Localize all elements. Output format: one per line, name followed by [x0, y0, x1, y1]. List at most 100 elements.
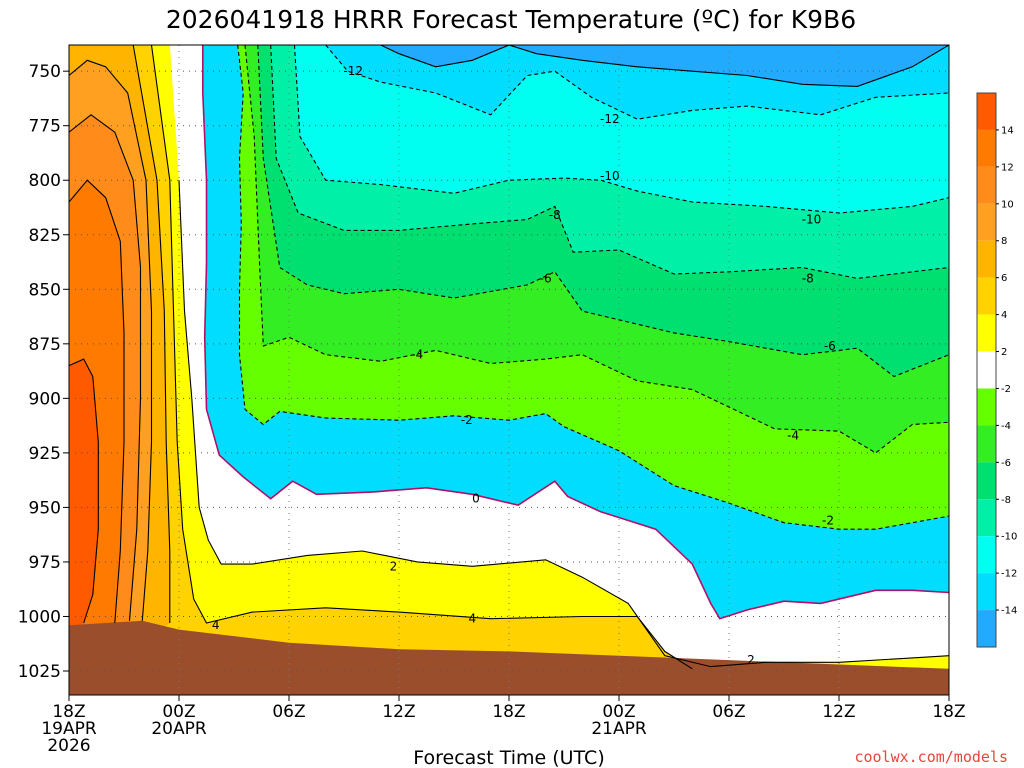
plot-area: 0 2 4 -2 -4 -6 -8 -10 -12 4 2 -2 -4 -6 -8 -10 -12 [68, 44, 950, 696]
isotherm-minus-2 [237, 45, 949, 530]
colorbar-label: 4 [1001, 310, 1007, 321]
y-tick-label: 850 [29, 280, 61, 300]
isotherm-label: -4 [787, 428, 799, 442]
isotherm-minus-12 [325, 45, 949, 120]
colorbar-cell [977, 425, 996, 463]
y-tick-label: 1025 [18, 662, 61, 682]
band-minus-14 [380, 45, 949, 87]
isotherm-label: 0 [472, 492, 480, 506]
x-tick-label: 20APR [151, 719, 207, 739]
colorbar-label: -4 [1001, 421, 1011, 432]
colorbar-cell [977, 499, 996, 537]
x-tick-label: 18Z [52, 702, 85, 722]
y-tick-label: 975 [29, 553, 61, 573]
colorbar-cell [977, 203, 996, 241]
x-tick-label: 06Z [712, 702, 745, 722]
colorbar: 14 12 10 8 6 4 2 -2 -4 -6 -8 -10 -12 -14 [976, 92, 1017, 648]
isotherm-2 [178, 180, 949, 668]
colorbar-cell [977, 277, 996, 315]
y-tick-label: 800 [29, 171, 61, 191]
isotherm-label: -12 [600, 112, 620, 126]
colorbar-cell [977, 462, 996, 500]
isotherm-label: 4 [212, 618, 220, 632]
colorbar-label: -10 [1001, 532, 1017, 543]
y-tick-label: 925 [29, 444, 61, 464]
colorbar-frame [976, 92, 997, 648]
colorbar-cell [977, 536, 996, 574]
band-0 [69, 45, 949, 695]
colorbar-label: -6 [1001, 458, 1011, 469]
colorbar-cell [977, 351, 996, 389]
x-tick-label: 12Z [822, 702, 855, 722]
y-tick-label: 900 [29, 389, 61, 409]
temperature-field [69, 45, 949, 695]
isotherm-minus-10 [293, 45, 949, 214]
x-tick-label: 00Z [162, 702, 195, 722]
colorbar-label: 10 [1001, 199, 1014, 210]
isotherm-8 [69, 59, 153, 621]
isotherm-4 [150, 45, 693, 670]
colorbar-cell [977, 314, 996, 352]
x-axis-title: Forecast Time (UTC) [413, 747, 604, 768]
x-tick-label: 19APR [41, 719, 97, 739]
colorbar-label: -12 [1001, 569, 1017, 580]
isotherm-label: 2 [747, 653, 755, 667]
band-14 [69, 359, 99, 695]
isotherm-minus-8 [270, 45, 949, 279]
colorbar-label: -14 [1001, 606, 1017, 617]
colorbar-cell [977, 166, 996, 204]
warm-lens [99, 266, 110, 303]
isotherm-10 [69, 114, 142, 621]
x-tick-label: 00Z [602, 702, 635, 722]
isotherm-label: -10 [802, 212, 822, 226]
y-tick-label: 875 [29, 335, 61, 355]
colorbar-label: -8 [1001, 495, 1011, 506]
isotherm-label: -6 [540, 271, 552, 285]
colorbar-label: 8 [1001, 236, 1007, 247]
isotherm-label: -8 [549, 208, 561, 222]
x-tick-label: 18Z [932, 702, 965, 722]
credit-text: coolwx.com/models [854, 748, 1008, 766]
colorbar-cell [977, 93, 996, 130]
y-tick-label: 775 [29, 117, 61, 137]
isotherm-minus-14 [380, 45, 949, 87]
y-axis: 750 775 800 825 850 875 900 925 950 975 1000 1025 [18, 62, 69, 682]
x-tick-label: 06Z [272, 702, 305, 722]
colorbar-label: -2 [1001, 384, 1011, 395]
colorbar-cell [977, 388, 996, 426]
x-tick-label: 12Z [382, 702, 415, 722]
colorbar-cell [977, 129, 996, 167]
isotherm-lines [69, 45, 949, 670]
colorbar-cell [977, 610, 996, 647]
isotherm-label: -2 [461, 413, 473, 427]
isotherm-label: -2 [822, 514, 834, 528]
isotherm-labels: 0 2 4 -2 -4 -6 -8 -10 -12 4 2 -2 -4 -6 -8 -10 -12 [212, 64, 836, 667]
colorbar-label: 12 [1001, 162, 1014, 173]
x-tick-label: 21APR [591, 719, 647, 739]
y-tick-label: 950 [29, 498, 61, 518]
colorbar-label: 14 [1001, 125, 1014, 136]
isotherm-14 [69, 358, 99, 624]
colorbar-label: 2 [1001, 347, 1007, 358]
isotherm-label: -4 [411, 348, 423, 362]
isotherm-12 [69, 179, 125, 624]
isotherm-0 [202, 45, 949, 620]
isotherm-minus-6 [257, 45, 949, 378]
isotherm-label: -6 [824, 339, 836, 353]
isotherm-6 [132, 45, 171, 623]
colorbar-cell [977, 573, 996, 611]
isotherm-label: -10 [600, 169, 620, 183]
x-tick-label: 2026 [47, 736, 90, 756]
y-tick-label: 1000 [18, 607, 61, 627]
colorbar-cell [977, 240, 996, 278]
isotherm-label: 2 [390, 559, 398, 573]
isotherm-minus-4 [244, 45, 949, 454]
x-tick-label: 18Z [492, 702, 525, 722]
isotherm-label: -8 [802, 271, 814, 285]
y-tick-label: 825 [29, 226, 61, 246]
isotherm-label: -12 [343, 64, 363, 78]
colorbar-label: 6 [1001, 273, 1007, 284]
isotherm-label: 4 [469, 612, 477, 626]
